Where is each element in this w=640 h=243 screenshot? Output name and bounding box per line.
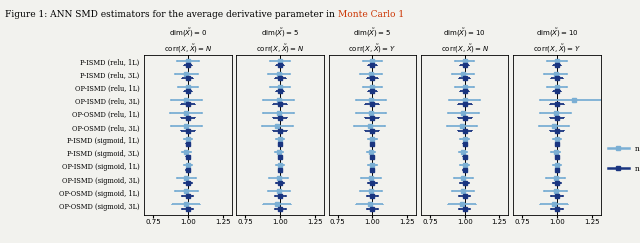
Text: OP-OSMD (relu, 1L): OP-OSMD (relu, 1L) (72, 111, 140, 119)
Text: Monte Carlo 1: Monte Carlo 1 (338, 10, 404, 19)
Text: P-ISMD (relu, 1L): P-ISMD (relu, 1L) (80, 59, 140, 67)
Text: OP-OSMD (relu, 3L): OP-OSMD (relu, 3L) (72, 124, 140, 132)
Title: $\mathrm{dim}(\tilde{X}) = 0$
$\mathrm{corr}(X, \tilde{X}) = N$: $\mathrm{dim}(\tilde{X}) = 0$ $\mathrm{c… (164, 26, 212, 55)
Text: OP-ISMD (sigmoid, 1L): OP-ISMD (sigmoid, 1L) (62, 164, 140, 172)
Legend: n = 1000, n = 5000: n = 1000, n = 5000 (607, 145, 640, 173)
Text: P-ISMD (sigmoid, 1L): P-ISMD (sigmoid, 1L) (67, 137, 140, 145)
Title: $\mathrm{dim}(\tilde{X}) = 10$
$\mathrm{corr}(X, \tilde{X}) = N$: $\mathrm{dim}(\tilde{X}) = 10$ $\mathrm{… (440, 26, 489, 55)
Text: P-ISMD (sigmoid, 3L): P-ISMD (sigmoid, 3L) (67, 150, 140, 158)
Title: $\mathrm{dim}(\tilde{X}) = 10$
$\mathrm{corr}(X, \tilde{X}) = Y$: $\mathrm{dim}(\tilde{X}) = 10$ $\mathrm{… (533, 26, 581, 55)
Text: OP-ISMD (sigmoid, 3L): OP-ISMD (sigmoid, 3L) (62, 176, 140, 184)
Text: Figure 1: ANN SMD estimators for the average derivative parameter in: Figure 1: ANN SMD estimators for the ave… (5, 10, 338, 19)
Text: OP-ISMD (relu, 1L): OP-ISMD (relu, 1L) (75, 85, 140, 93)
Text: OP-ISMD (relu, 3L): OP-ISMD (relu, 3L) (75, 98, 140, 106)
Text: OP-OSMD (sigmoid, 3L): OP-OSMD (sigmoid, 3L) (59, 203, 140, 211)
Text: OP-OSMD (sigmoid, 1L): OP-OSMD (sigmoid, 1L) (59, 190, 140, 198)
Title: $\mathrm{dim}(\tilde{X}) = 5$
$\mathrm{corr}(X, \tilde{X}) = Y$: $\mathrm{dim}(\tilde{X}) = 5$ $\mathrm{c… (348, 26, 396, 55)
Title: $\mathrm{dim}(\tilde{X}) = 5$
$\mathrm{corr}(X, \tilde{X}) = N$: $\mathrm{dim}(\tilde{X}) = 5$ $\mathrm{c… (256, 26, 304, 55)
Text: P-ISMD (relu, 3L): P-ISMD (relu, 3L) (80, 72, 140, 80)
